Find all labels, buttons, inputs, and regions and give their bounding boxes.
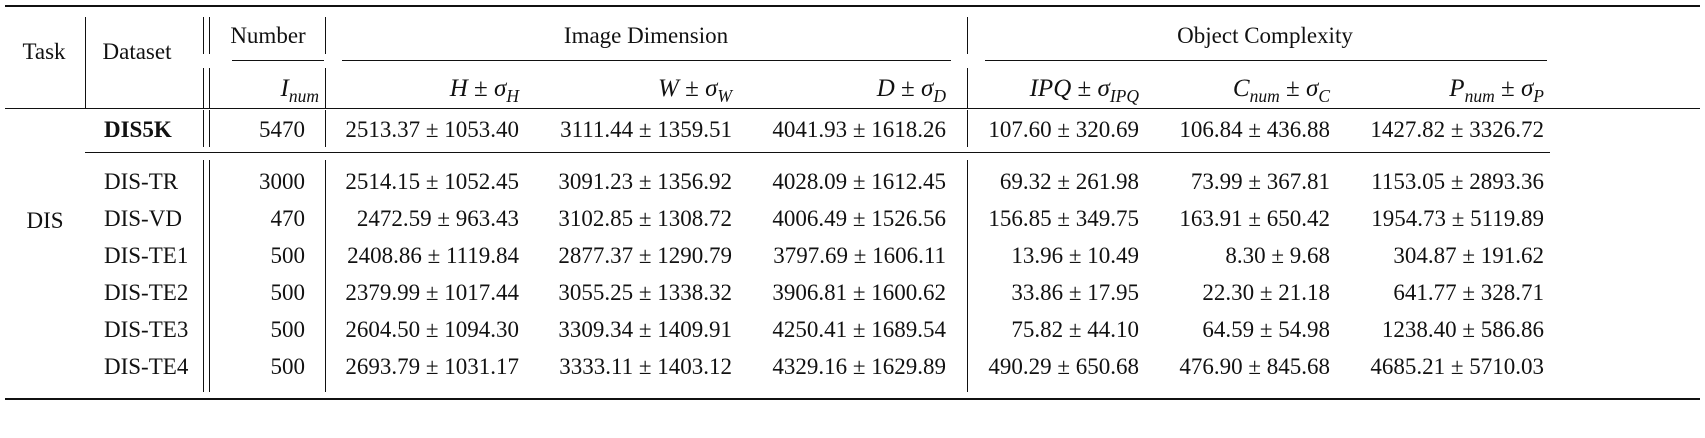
object-complexity-rule	[985, 60, 1547, 61]
vrule-dataset-a-top	[203, 17, 204, 54]
cell-c: 64.59 ± 54.98	[1202, 317, 1330, 342]
cell-ipq: 75.82 ± 44.10	[1011, 317, 1139, 342]
header-d: D ± σD	[876, 75, 946, 107]
vrule-imagedim-mid	[967, 68, 968, 108]
header-object-complexity: Object Complexity	[1177, 23, 1353, 48]
cell-w: 3055.25 ± 1338.32	[558, 280, 732, 305]
cell-dataset: DIS-TE2	[104, 280, 189, 305]
cell-number: 5470	[259, 117, 305, 142]
cell-dataset: DIS-TE1	[104, 243, 189, 268]
cell-c: 163.91 ± 650.42	[1179, 206, 1330, 231]
bottom-rule	[5, 398, 1700, 400]
cell-h: 2472.59 ± 963.43	[356, 206, 519, 231]
vrule-number-dis5k	[325, 110, 326, 147]
cell-p: 641.77 ± 328.71	[1393, 280, 1544, 305]
cell-c: 8.30 ± 9.68	[1225, 243, 1330, 268]
cell-p: 1427.82 ± 3326.72	[1370, 117, 1544, 142]
cell-ipq: 13.96 ± 10.49	[1011, 243, 1139, 268]
header-pnum: Pnum ± σP	[1449, 75, 1544, 107]
cell-dataset: DIS5K	[104, 117, 172, 142]
vrule-dataset-b-dis5k	[209, 110, 210, 147]
vrule-dataset-a-dis5k	[203, 110, 204, 147]
cell-dataset: DIS-TE4	[104, 354, 189, 379]
cell-p: 4685.21 ± 5710.03	[1370, 354, 1544, 379]
cell-number: 500	[270, 280, 306, 305]
cell-p: 304.87 ± 191.62	[1393, 243, 1544, 268]
cell-number: 470	[270, 206, 306, 231]
vrule-number-body	[325, 160, 326, 392]
dis5k-separator-rule	[85, 152, 1550, 153]
cell-w: 3091.23 ± 1356.92	[558, 169, 732, 194]
cell-h: 2604.50 ± 1094.30	[345, 317, 519, 342]
cell-h: 2514.15 ± 1052.45	[345, 169, 519, 194]
cell-w: 2877.37 ± 1290.79	[558, 243, 732, 268]
cell-w: 3309.34 ± 1409.91	[558, 317, 732, 342]
header-task: Task	[22, 39, 66, 64]
cell-ipq: 490.29 ± 650.68	[988, 354, 1139, 379]
header-ipq: IPQ ± σIPQ	[1029, 75, 1139, 107]
header-h: H ± σH	[449, 75, 519, 107]
number-header-rule	[232, 60, 324, 61]
cell-p: 1153.05 ± 2893.36	[1371, 169, 1544, 194]
cell-number: 500	[270, 317, 306, 342]
header-bottom-rule	[5, 108, 1700, 109]
header-number: Number	[230, 23, 306, 48]
cell-number: 500	[270, 243, 306, 268]
vrule-imagedim-top	[967, 17, 968, 54]
vrule-dataset-a-body	[203, 160, 204, 392]
cell-ipq: 69.32 ± 261.98	[999, 169, 1139, 194]
vrule-dataset-a-mid	[203, 68, 204, 108]
cell-h: 2408.86 ± 1119.84	[347, 243, 519, 268]
header-w: W ± σW	[658, 75, 732, 107]
cell-dataset: DIS-TR	[104, 169, 179, 194]
cell-d: 3906.81 ± 1600.62	[772, 280, 946, 305]
cell-d: 3797.69 ± 1606.11	[773, 243, 946, 268]
vrule-imagedim-body	[967, 160, 968, 392]
cell-d: 4028.09 ± 1612.45	[772, 169, 946, 194]
vrule-number-top	[325, 17, 326, 54]
task-label: DIS	[26, 208, 64, 233]
cell-p: 1238.40 ± 586.86	[1381, 317, 1544, 342]
cell-ipq: 156.85 ± 349.75	[988, 206, 1139, 231]
vrule-imagedim-dis5k	[967, 110, 968, 147]
cell-number: 3000	[259, 169, 305, 194]
vrule-number-mid	[325, 68, 326, 108]
vrule-dataset-b-body	[209, 160, 210, 392]
vrule-dataset-b-top	[209, 17, 210, 54]
top-rule	[5, 5, 1700, 7]
cell-number: 500	[270, 354, 306, 379]
cell-dataset: DIS-VD	[104, 206, 182, 231]
vrule-dataset-b-mid	[209, 68, 210, 108]
cell-c: 106.84 ± 436.88	[1179, 117, 1330, 142]
cell-ipq: 33.86 ± 17.95	[1011, 280, 1139, 305]
cell-h: 2693.79 ± 1031.17	[345, 354, 519, 379]
cell-w: 3102.85 ± 1308.72	[558, 206, 732, 231]
cell-p: 1954.73 ± 5119.89	[1371, 206, 1544, 231]
cell-d: 4329.16 ± 1629.89	[772, 354, 946, 379]
header-image-dimension: Image Dimension	[563, 23, 729, 48]
cell-c: 476.90 ± 845.68	[1179, 354, 1330, 379]
image-dimension-rule	[342, 60, 951, 61]
header-cnum: Cnum ± σC	[1232, 75, 1330, 107]
cell-dataset: DIS-TE3	[104, 317, 189, 342]
cell-h: 2379.99 ± 1017.44	[345, 280, 519, 305]
cell-c: 22.30 ± 21.18	[1202, 280, 1330, 305]
header-dataset: Dataset	[102, 39, 172, 64]
cell-d: 4250.41 ± 1689.54	[772, 317, 946, 342]
vrule-task	[85, 17, 86, 108]
cell-c: 73.99 ± 367.81	[1190, 169, 1330, 194]
cell-w: 3333.11 ± 1403.12	[559, 354, 732, 379]
cell-ipq: 107.60 ± 320.69	[988, 117, 1139, 142]
header-inum: Inum	[280, 75, 319, 107]
cell-d: 4041.93 ± 1618.26	[772, 117, 946, 142]
cell-h: 2513.37 ± 1053.40	[345, 117, 519, 142]
cell-d: 4006.49 ± 1526.56	[772, 206, 946, 231]
cell-w: 3111.44 ± 1359.51	[560, 117, 732, 142]
